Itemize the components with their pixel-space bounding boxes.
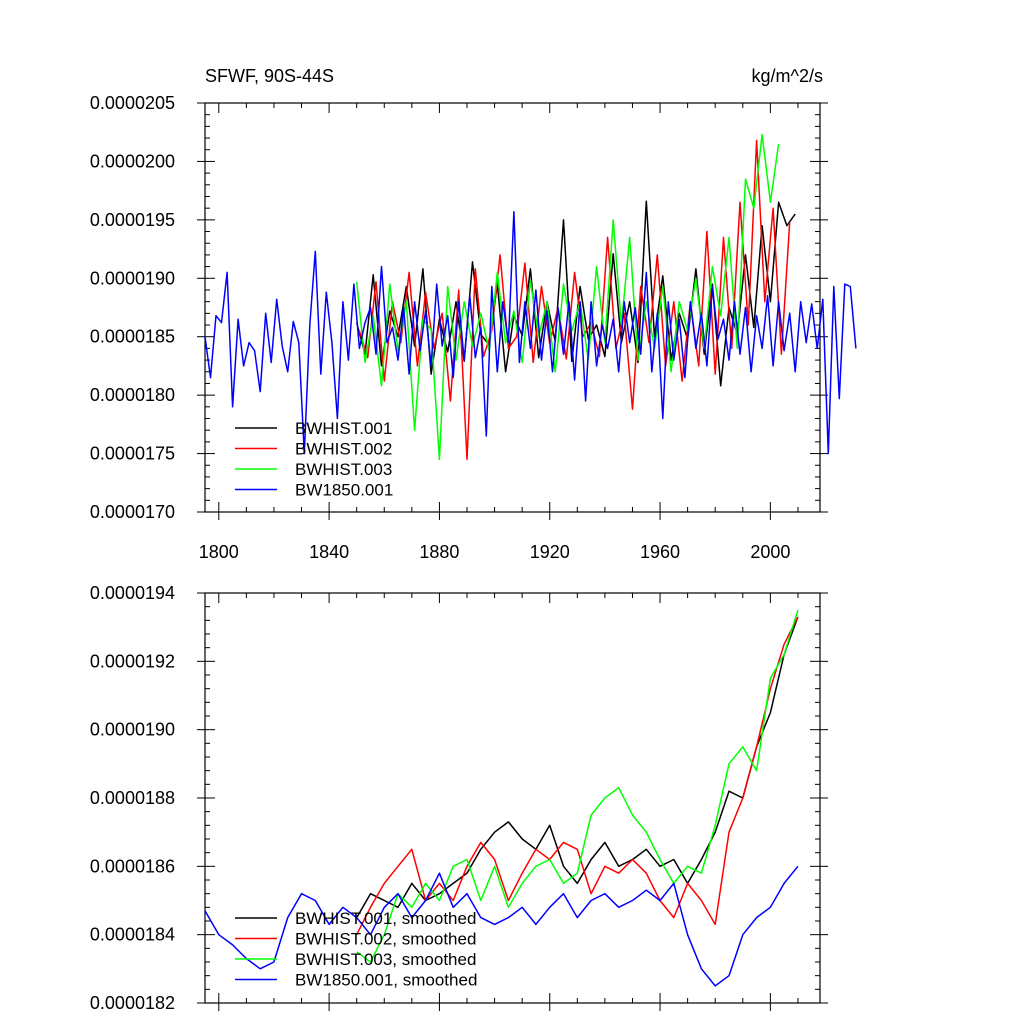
top-xtick-label-1920: 1920 <box>530 542 570 562</box>
bottom-series-bwhist-001-smoothed <box>356 616 799 918</box>
top-series-bw1850-001 <box>204 210 857 455</box>
top-legend-label-0: BWHIST.001 <box>295 419 392 438</box>
bottom-legend-label-0: BWHIST.001, smoothed <box>295 909 476 928</box>
top-panel-units: kg/m^2/s <box>752 66 823 86</box>
bottom-panel-series <box>204 609 799 987</box>
bottom-ytick-label-1: 0.0000184 <box>90 925 175 945</box>
bottom-legend-label-1: BWHIST.002, smoothed <box>295 930 476 949</box>
top-legend-label-3: BW1850.001 <box>295 481 393 500</box>
top-ytick-label-1: 0.0000175 <box>90 444 175 464</box>
top-ytick-label-6: 0.0000200 <box>90 151 175 171</box>
bottom-series-bw1850-001-smoothed <box>204 865 799 987</box>
top-xtick-label-1800: 1800 <box>199 542 239 562</box>
bottom-panel-axes: 0.0000182 0.0000184 0.0000186 0.0000188 0.00… <box>90 583 828 1013</box>
top-xtick-label-1840: 1840 <box>309 542 349 562</box>
bottom-series-bwhist-003-smoothed <box>356 609 799 963</box>
bottom-ytick-label-0: 0.0000182 <box>90 993 175 1013</box>
top-plot-frame <box>204 102 821 513</box>
top-xtick-label-2000: 2000 <box>750 542 790 562</box>
bottom-ytick-label-2: 0.0000186 <box>90 856 175 876</box>
top-legend-label-2: BWHIST.003 <box>295 460 392 479</box>
top-ytick-label-0: 0.0000170 <box>90 502 175 522</box>
bottom-panel: 0.0000182 0.0000184 0.0000186 0.0000188 0.00… <box>90 583 828 1013</box>
top-series-bwhist-002 <box>358 139 791 461</box>
bottom-ytick-label-6: 0.0000194 <box>90 583 175 603</box>
top-panel-title: SFWF, 90S-44S <box>205 66 334 86</box>
top-legend-label-1: BWHIST.002 <box>295 440 392 459</box>
top-ytick-label-4: 0.0000190 <box>90 268 175 288</box>
bottom-ytick-label-5: 0.0000192 <box>90 651 175 671</box>
bottom-series-bwhist-002-smoothed <box>356 616 799 936</box>
top-panel-series <box>204 133 857 461</box>
top-ytick-label-5: 0.0000195 <box>90 210 175 230</box>
top-ytick-label-7: 0.0000205 <box>90 93 175 113</box>
top-ytick-label-2: 0.0000180 <box>90 385 175 405</box>
bottom-legend-label-2: BWHIST.003, smoothed <box>295 950 476 969</box>
top-ytick-label-3: 0.0000185 <box>90 327 175 347</box>
top-panel: SFWF, 90S-44S kg/m^2/s 1800 1840 1880 1920 1… <box>90 66 857 562</box>
top-xtick-label-1880: 1880 <box>419 542 459 562</box>
bottom-ytick-label-3: 0.0000188 <box>90 788 175 808</box>
top-panel-axes: 1800 1840 1880 1920 1960 2000 0.0000170 0.00001… <box>90 93 828 562</box>
top-xtick-label-1960: 1960 <box>640 542 680 562</box>
bottom-panel-legend: BWHIST.001, smoothed BWHIST.002, smoothed… <box>235 909 477 990</box>
bottom-legend-label-3: BW1850.001, smoothed <box>295 971 477 990</box>
bottom-ytick-label-4: 0.0000190 <box>90 720 175 740</box>
